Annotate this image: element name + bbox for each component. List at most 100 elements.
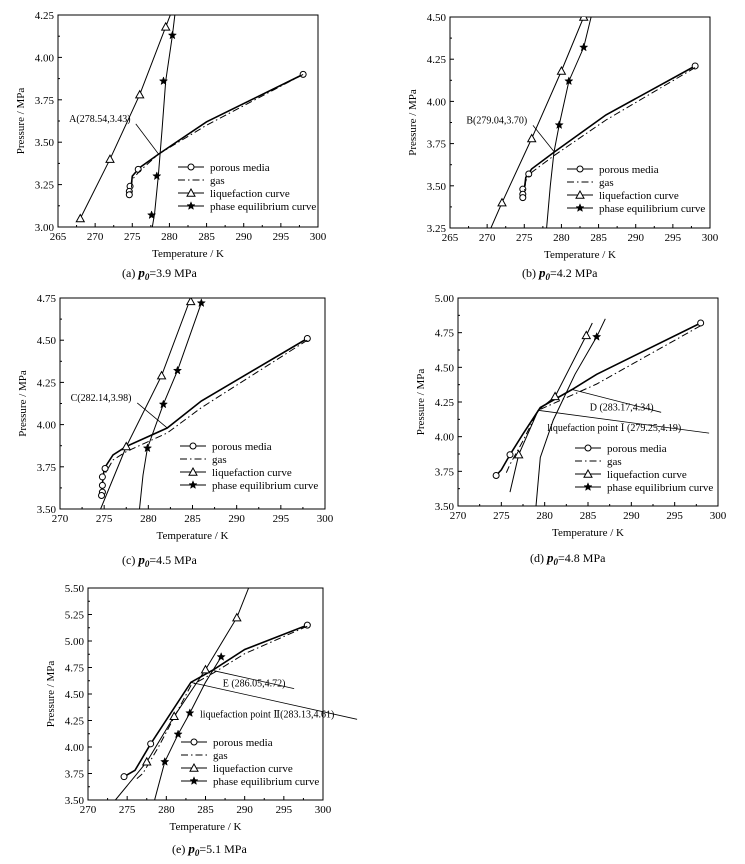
legend-entry: porous media — [599, 164, 659, 176]
caption-var: p — [137, 552, 145, 567]
marker-triangle — [200, 664, 211, 674]
marker-star — [592, 331, 602, 341]
annotation-leader — [538, 409, 710, 434]
marker-circle — [101, 464, 109, 472]
series-line-porous-media — [100, 337, 308, 496]
x-tick-label: 270 — [87, 231, 104, 243]
marker-circle — [299, 70, 307, 78]
marker-star — [173, 729, 183, 739]
marker-triangle — [141, 756, 152, 766]
legend-marker-star — [188, 480, 198, 489]
legend-entry: phase equilibrium curve — [599, 203, 705, 215]
marker-star — [579, 42, 589, 52]
panel-caption: (d) p0=4.8 MPa — [530, 550, 606, 567]
series-group — [75, 15, 307, 227]
x-tick-label: 275 — [516, 232, 533, 244]
legend-entry: porous media — [212, 441, 272, 453]
y-tick-label: 4.50 — [65, 689, 85, 701]
marker-triangle — [556, 65, 567, 75]
caption-var: p — [546, 550, 554, 565]
x-tick-label: 270 — [52, 513, 69, 525]
legend-marker-star — [583, 482, 593, 491]
x-tick-label: 285 — [197, 804, 214, 816]
legend-entry: liquefaction curve — [213, 763, 293, 775]
y-tick-label: 4.00 — [427, 96, 447, 108]
x-tick-label: 300 — [317, 513, 334, 525]
annotation-label: A(278.54,3.43) — [69, 114, 130, 125]
series-line-gas — [505, 325, 701, 475]
panel-caption: (e) p0=5.1 MPa — [172, 841, 247, 858]
legend-entry: liquefaction curve — [212, 467, 292, 479]
x-axis-label: Temperature / K — [544, 249, 616, 261]
legend-entry: gas — [599, 177, 614, 189]
x-tick-label: 280 — [553, 232, 570, 244]
caption-prefix: (c) — [122, 553, 138, 567]
marker-triangle — [497, 197, 507, 207]
legend-marker-triangle — [186, 187, 196, 197]
marker-star — [554, 120, 564, 129]
legend-entry: liquefaction curve — [210, 188, 290, 200]
marker-star — [172, 365, 183, 375]
annotation-label: C(282.14,3.98) — [71, 393, 132, 404]
y-tick-label: 3.75 — [37, 462, 57, 474]
annotation-leader — [213, 670, 295, 689]
y-tick-label: 3.25 — [427, 223, 447, 235]
marker-circle — [98, 491, 106, 499]
legend-marker-triangle — [188, 466, 198, 476]
y-tick-label: 5.50 — [65, 583, 85, 595]
annotation-label: liquefaction point Ⅱ(283.13,4.61) — [200, 709, 334, 720]
marker-triangle — [169, 711, 180, 720]
caption-prefix: (e) — [172, 842, 188, 856]
annotation-leader — [190, 681, 358, 720]
legend-marker-star — [186, 201, 196, 210]
caption-prefix: (a) — [122, 266, 138, 280]
marker-triangle — [121, 441, 132, 451]
legend-entry: gas — [210, 175, 225, 187]
x-tick-label: 265 — [50, 231, 67, 243]
marker-triangle — [550, 391, 560, 401]
y-tick-label: 3.50 — [427, 181, 447, 193]
y-axis-label: Pressure / MPa — [15, 88, 27, 155]
legend-entry: liquefaction curve — [607, 469, 687, 481]
legend-marker-star — [575, 203, 585, 212]
panel-caption: (b) p0=4.2 MPa — [522, 265, 598, 282]
x-axis-label: Temperature / K — [170, 821, 242, 833]
series-line-phase-equilibrium-curve — [535, 318, 606, 506]
x-tick-label: 275 — [124, 231, 141, 243]
chart-panel-e: 270 275 280 285 290 295 300 3.50 3.75 4.00 4.25 4.5… — [45, 583, 358, 858]
marker-star — [152, 171, 162, 181]
y-tick-label: 3.50 — [435, 501, 455, 513]
legend-marker-circle — [189, 442, 197, 450]
x-tick-label: 295 — [273, 513, 290, 525]
series-group — [98, 298, 311, 509]
y-tick-label: 3.75 — [435, 466, 455, 478]
x-tick-label: 300 — [710, 510, 727, 522]
annotation-label: D (283.17,4.34) — [590, 402, 654, 413]
legend-marker-circle — [576, 165, 584, 173]
annotation-leader — [135, 123, 159, 155]
caption-prefix: (d) — [530, 551, 547, 565]
y-axis-label: Pressure / MPa — [415, 369, 427, 436]
marker-star — [146, 210, 157, 220]
caption-var: p — [187, 841, 195, 856]
caption-sub: 0 — [195, 848, 200, 858]
marker-star — [167, 30, 178, 40]
legend-marker-triangle — [583, 468, 593, 478]
x-tick-label: 290 — [627, 232, 644, 244]
marker-circle — [506, 451, 514, 459]
x-tick-label: 285 — [580, 510, 597, 522]
x-tick-label: 280 — [161, 231, 178, 243]
legend-marker-circle — [190, 738, 198, 746]
y-tick-label: 3.50 — [35, 137, 55, 149]
series-line-porous-media — [495, 322, 702, 477]
x-tick-label: 275 — [119, 804, 136, 816]
annotation-leader — [572, 389, 662, 413]
y-tick-label: 3.00 — [35, 222, 55, 234]
y-tick-label: 3.75 — [65, 769, 85, 781]
legend-entry: phase equilibrium curve — [213, 776, 319, 788]
annotation-label: B(279.04,3.70) — [466, 115, 527, 126]
x-tick-label: 270 — [479, 232, 496, 244]
